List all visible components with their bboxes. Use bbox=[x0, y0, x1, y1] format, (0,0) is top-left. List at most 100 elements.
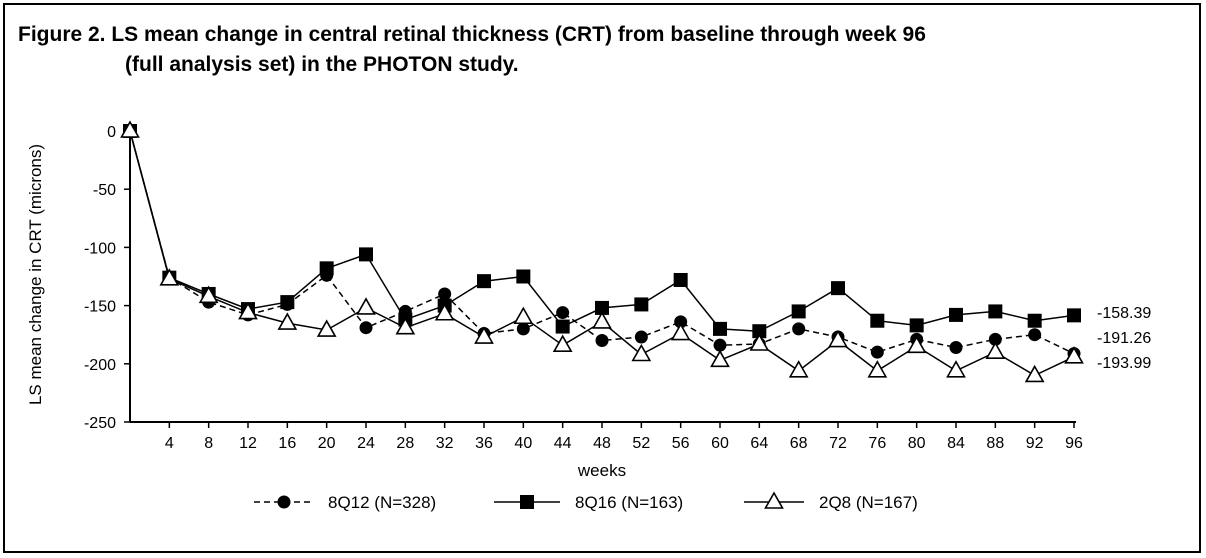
end-value-label: -158.39 bbox=[1097, 305, 1151, 322]
figure-title-line1: Figure 2. LS mean change in central reti… bbox=[18, 23, 926, 46]
figure-frame bbox=[3, 3, 1201, 553]
x-tick-label: 92 bbox=[1026, 435, 1044, 452]
legend-label: 8Q16 (N=163) bbox=[575, 493, 683, 512]
y-tick-label: 0 bbox=[107, 124, 116, 141]
x-tick-label: 36 bbox=[475, 435, 493, 452]
data-point bbox=[831, 281, 845, 296]
data-point bbox=[280, 295, 295, 310]
end-value-label: -193.99 bbox=[1097, 355, 1151, 372]
data-point bbox=[395, 317, 416, 335]
data-point bbox=[949, 341, 963, 355]
x-tick-label: 12 bbox=[239, 435, 257, 452]
x-tick-label: 48 bbox=[593, 435, 611, 452]
data-point bbox=[674, 315, 688, 329]
data-point bbox=[788, 360, 809, 378]
data-point bbox=[434, 303, 455, 321]
legend-item-2: 8Q16 (N=163) bbox=[494, 493, 683, 512]
data-point bbox=[316, 319, 337, 337]
data-point bbox=[1024, 364, 1045, 383]
x-tick-label: 52 bbox=[632, 435, 650, 452]
x-tick-label: 16 bbox=[278, 435, 296, 452]
data-point bbox=[359, 247, 373, 262]
data-point bbox=[749, 333, 770, 351]
data-point bbox=[792, 322, 806, 336]
x-tick-label: 84 bbox=[947, 435, 965, 452]
x-tick-label: 76 bbox=[868, 435, 886, 452]
x-tick-label: 96 bbox=[1065, 435, 1083, 452]
x-axis-label: weeks bbox=[577, 461, 626, 480]
x-tick-label: 80 bbox=[908, 435, 926, 452]
series-3 bbox=[120, 120, 1084, 383]
x-tick-label: 88 bbox=[986, 435, 1004, 452]
data-point bbox=[909, 318, 924, 333]
data-point bbox=[1027, 313, 1042, 328]
figure-title-line2: (full analysis set) in the PHOTON study. bbox=[125, 53, 519, 76]
data-point bbox=[238, 301, 258, 320]
legend-marker bbox=[764, 491, 784, 509]
data-point bbox=[1028, 328, 1042, 342]
end-value-label: -191.26 bbox=[1097, 330, 1151, 347]
x-tick-label: 20 bbox=[318, 435, 336, 452]
x-tick-label: 24 bbox=[357, 435, 375, 452]
data-point bbox=[516, 322, 530, 336]
data-point bbox=[552, 334, 573, 352]
data-point bbox=[828, 329, 848, 348]
data-point bbox=[670, 322, 691, 341]
data-point bbox=[359, 321, 373, 335]
y-tick-label: -150 bbox=[84, 299, 116, 316]
y-tick-label: -200 bbox=[84, 357, 116, 374]
data-point bbox=[946, 360, 966, 378]
legend-marker bbox=[520, 495, 534, 509]
data-point bbox=[592, 311, 612, 329]
data-point bbox=[159, 268, 180, 286]
data-point bbox=[516, 269, 531, 284]
data-point bbox=[556, 306, 570, 320]
data-point bbox=[1064, 346, 1084, 364]
x-tick-label: 4 bbox=[165, 435, 174, 452]
data-point bbox=[474, 326, 494, 344]
x-tick-label: 44 bbox=[554, 435, 572, 452]
data-point bbox=[438, 287, 452, 301]
x-tick-label: 60 bbox=[711, 435, 729, 452]
data-point bbox=[867, 360, 888, 378]
data-point bbox=[673, 272, 688, 287]
y-tick-label: -250 bbox=[84, 415, 116, 432]
legend-label: 8Q12 (N=328) bbox=[328, 493, 436, 512]
x-tick-label: 72 bbox=[829, 435, 847, 452]
data-point bbox=[752, 324, 767, 339]
data-point bbox=[988, 304, 1003, 319]
data-point bbox=[595, 300, 609, 315]
data-point bbox=[477, 274, 491, 289]
data-point bbox=[634, 330, 648, 344]
x-tick-label: 40 bbox=[514, 435, 532, 452]
data-point bbox=[713, 321, 727, 336]
legend-label: 2Q8 (N=167) bbox=[819, 493, 918, 512]
data-point bbox=[870, 345, 884, 359]
data-point bbox=[949, 307, 963, 322]
data-point bbox=[710, 349, 730, 368]
x-tick-label: 8 bbox=[204, 435, 213, 452]
data-point bbox=[1067, 308, 1081, 323]
series-2 bbox=[123, 124, 1081, 339]
data-point bbox=[791, 304, 806, 319]
x-tick-label: 64 bbox=[750, 435, 768, 452]
y-tick-label: -50 bbox=[93, 182, 116, 199]
figure-title: Figure 2. LS mean change in central reti… bbox=[18, 20, 926, 80]
data-point bbox=[513, 306, 534, 325]
data-point bbox=[988, 332, 1002, 346]
legend-marker bbox=[277, 495, 291, 509]
x-tick-label: 56 bbox=[672, 435, 690, 452]
x-tick-label: 32 bbox=[436, 435, 454, 452]
data-point bbox=[713, 338, 727, 352]
data-point bbox=[985, 341, 1006, 359]
y-tick-label: -100 bbox=[84, 240, 116, 257]
x-tick-label: 28 bbox=[396, 435, 414, 452]
data-point bbox=[906, 335, 927, 354]
data-point bbox=[198, 285, 219, 304]
data-point bbox=[120, 120, 140, 138]
data-point bbox=[634, 297, 649, 312]
data-point bbox=[555, 319, 570, 334]
data-point bbox=[277, 312, 298, 330]
data-point bbox=[870, 313, 885, 328]
